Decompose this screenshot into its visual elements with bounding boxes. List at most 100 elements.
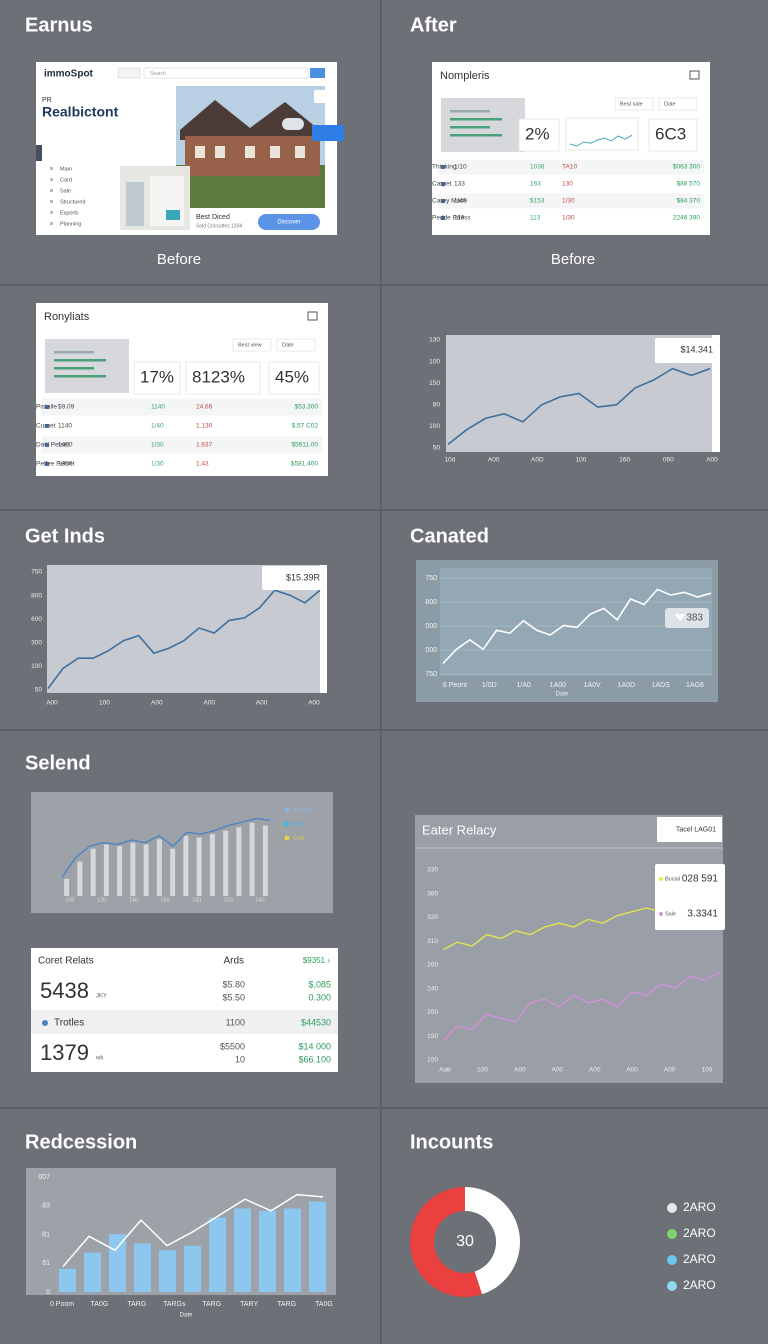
tag: PR <box>42 97 52 104</box>
bar <box>156 839 162 896</box>
x-tick-label: 200 <box>224 897 233 903</box>
x-tick-label: TARG <box>127 1301 146 1308</box>
row-label: Pedde Pdess <box>432 215 471 222</box>
bar <box>159 1250 176 1292</box>
window <box>245 146 255 158</box>
x-tick-label: A00 <box>488 457 500 464</box>
menu-item: Exports <box>60 210 79 216</box>
summary-line <box>450 118 502 121</box>
table-cell: $153 <box>530 198 545 205</box>
x-tick-label: 100 <box>576 457 587 464</box>
y-tick-label: 750 <box>425 671 437 678</box>
window <box>270 146 280 158</box>
x-tick-label: 140 <box>129 897 138 903</box>
value: $5.50 <box>222 992 245 1002</box>
legend-label: 2ARO <box>683 1226 716 1240</box>
donut-center: 30 <box>456 1233 474 1250</box>
row-label: Datil Petset <box>36 442 69 449</box>
value: $14 000 <box>298 1041 331 1051</box>
bar <box>223 830 229 896</box>
table-row <box>42 436 322 454</box>
tooltip <box>655 338 719 363</box>
row-label: Carey Mace <box>432 198 467 205</box>
x-tick-label: 120 <box>97 897 106 903</box>
x-tick-label: A00 <box>308 700 320 707</box>
legend-swatch <box>667 1203 677 1213</box>
bar <box>183 835 189 896</box>
filter[interactable] <box>276 338 316 352</box>
table-cell: 113 <box>454 215 465 222</box>
caption: Before <box>157 251 201 268</box>
legend-swatch <box>659 877 663 881</box>
table-row <box>438 176 704 192</box>
value: $5.80 <box>222 979 245 989</box>
x-tick-label: 1/A0 <box>516 682 531 689</box>
icon <box>307 311 318 321</box>
summary-box <box>441 98 525 152</box>
table-title: Coret Relats <box>38 956 94 967</box>
tooltip <box>655 864 725 930</box>
x-tick-label: 1A0D <box>618 682 636 689</box>
value: $5500 <box>220 1041 245 1051</box>
row-icon <box>441 165 445 169</box>
y-tick-label: 0 <box>46 1289 50 1296</box>
row-icon <box>45 424 49 428</box>
filter[interactable] <box>658 97 698 111</box>
x-tick-label: A00 <box>664 1067 676 1074</box>
table-cell: 1/30 <box>562 215 575 222</box>
y-tick-label: 83 <box>42 1203 50 1210</box>
search-button <box>310 68 325 78</box>
x-tick-label: A00 <box>626 1067 638 1074</box>
bar <box>143 844 149 896</box>
chart-panel <box>415 815 723 1083</box>
legend-label: 2ARO <box>683 1252 716 1266</box>
legend-swatch <box>667 1255 677 1265</box>
table-cell: $88 570 <box>677 181 701 188</box>
menu-item: Structured <box>60 199 85 205</box>
badge <box>312 125 344 141</box>
card-title: Best Diced <box>196 214 230 221</box>
bullet <box>50 222 53 225</box>
y-tick-label: 81 <box>42 1231 50 1238</box>
bullet <box>50 211 53 214</box>
kpi-box <box>185 361 261 395</box>
x-tick-label: 1ADS <box>652 682 671 689</box>
y-tick-label: 300 <box>31 640 42 647</box>
tooltip-value: $15.39R <box>286 572 321 582</box>
button[interactable] <box>258 214 320 230</box>
data-line <box>442 588 712 665</box>
row-icon <box>441 216 445 220</box>
kpi-value: 6C3 <box>655 124 686 143</box>
row-icon <box>42 1020 48 1026</box>
y-tick-label: 100 <box>427 1057 438 1064</box>
y-tick-label: 80 <box>433 402 441 409</box>
x-tick-label: 10d <box>445 457 456 464</box>
bullet <box>50 167 53 170</box>
search-box <box>117 67 141 79</box>
menu-item: Planning <box>60 221 81 227</box>
button[interactable] <box>657 817 722 842</box>
filter[interactable] <box>614 97 654 111</box>
unit: wk <box>95 1056 104 1062</box>
x-tick-label: 160 <box>160 897 169 903</box>
x-tick-label: 1A0V <box>584 682 601 689</box>
chair <box>166 210 180 220</box>
tooltip-value: 3.3341 <box>687 909 718 920</box>
y-tick-label: 800 <box>425 599 437 606</box>
legend-label: 2ARO <box>683 1200 716 1214</box>
bullet <box>50 178 53 181</box>
sparkline-box <box>565 117 639 151</box>
data-line <box>47 589 321 689</box>
x-tick-label: TA0G <box>91 1301 109 1308</box>
y-tick-label: 130 <box>429 337 440 344</box>
row-icon <box>45 462 49 466</box>
table-cell: 130 <box>562 181 573 188</box>
value: 0.300 <box>308 992 331 1002</box>
data-line <box>447 367 711 446</box>
bullet <box>50 200 53 203</box>
table-cell: 1/10 <box>454 164 467 171</box>
data-line <box>61 817 271 878</box>
data-line <box>442 972 720 1042</box>
filter[interactable] <box>232 338 272 352</box>
